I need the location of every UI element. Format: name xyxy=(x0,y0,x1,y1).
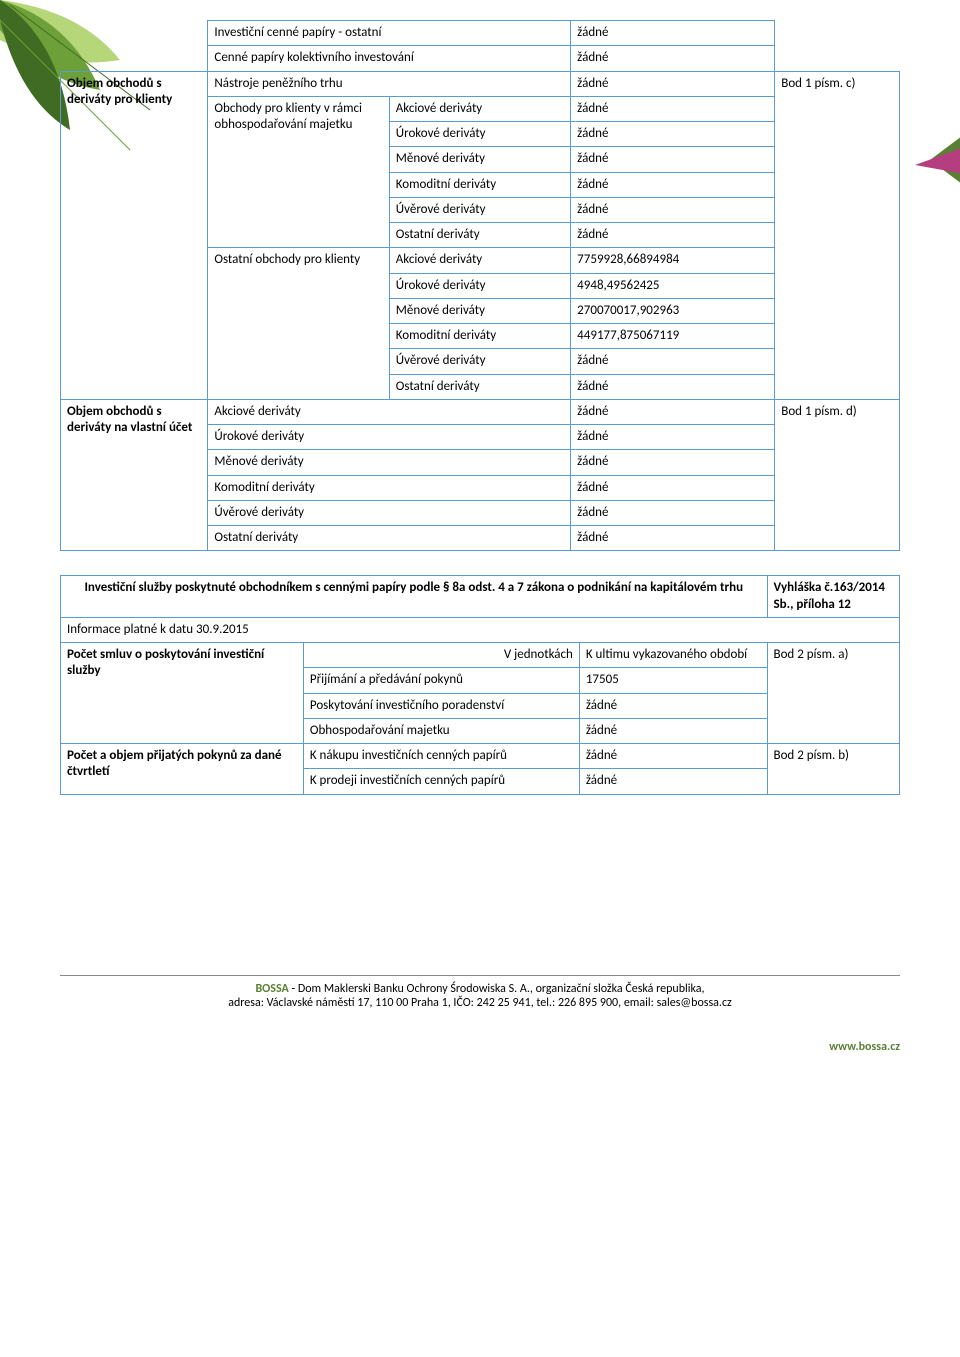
sa-komod-k: Komoditní deriváty xyxy=(389,172,570,197)
t2-kultimu: K ultimu vykazovaného období xyxy=(579,643,767,668)
t2-vjednotkach: V jednotkách xyxy=(303,643,579,668)
s2-ostatni-v: žádné xyxy=(571,526,775,551)
sub-ostatni-label: Ostatní obchody pro klienty xyxy=(208,248,389,400)
ps-r2-v: žádné xyxy=(579,693,767,718)
sb-menove-k: Měnové deriváty xyxy=(389,298,570,323)
val-kolektivni: žádné xyxy=(571,46,775,71)
s2-menove-v: žádné xyxy=(571,450,775,475)
ps-r1-k: Přijímání a předávání pokynů xyxy=(303,668,579,693)
sb-urokove-v: 4948,49562425 xyxy=(571,273,775,298)
t2-info-date: Informace platné k datu 30.9.2015 xyxy=(61,617,900,642)
sb-ostatni-k: Ostatní deriváty xyxy=(389,374,570,399)
val-investicni-ostatni: žádné xyxy=(571,21,775,46)
section-objem-klienty: Objem obchodů s deriváty pro klienty xyxy=(61,71,208,399)
sub-obhosp-label: Obchody pro klienty v rámci obhospodařov… xyxy=(208,96,389,248)
note-bod1d: Bod 1 písm. d) xyxy=(775,399,900,551)
s2-komod-k: Komoditní deriváty xyxy=(208,475,571,500)
t2-header-ref: Vyhláška č.163/2014 Sb., příloha 12 xyxy=(767,576,900,618)
page-footer: BOSSA - Dom Maklerski Banku Ochrony Środ… xyxy=(60,975,900,1054)
sa-komod-v: žádné xyxy=(571,172,775,197)
section-objem-vlastni: Objem obchodů s deriváty na vlastní účet xyxy=(61,399,208,551)
row-investicni-ostatni: Investiční cenné papíry - ostatní xyxy=(208,21,571,46)
sb-akciove-v: 7759928,66894984 xyxy=(571,248,775,273)
sa-menove-k: Měnové deriváty xyxy=(389,147,570,172)
sa-ostatni-k: Ostatní deriváty xyxy=(389,223,570,248)
s2-menove-k: Měnové deriváty xyxy=(208,450,571,475)
footer-url: www.bossa.cz xyxy=(60,1040,900,1054)
t2-pocet-objem-label: Počet a objem přijatých pokynů za dané č… xyxy=(61,744,304,795)
footer-line2: adresa: Václavské náměstí 17, 110 00 Pra… xyxy=(60,996,900,1010)
sb-komod-v: 449177,875067119 xyxy=(571,324,775,349)
t2-note-b: Bod 2 písm. b) xyxy=(767,744,900,795)
s2-urokove-k: Úrokové deriváty xyxy=(208,425,571,450)
sa-ostatni-v: žádné xyxy=(571,223,775,248)
row-kolektivni: Cenné papíry kolektivního investování xyxy=(208,46,571,71)
po-r2-v: žádné xyxy=(579,769,767,794)
sb-uverove-v: žádné xyxy=(571,349,775,374)
s2-komod-v: žádné xyxy=(571,475,775,500)
val-nastroje: žádné xyxy=(571,71,775,96)
sb-akciove-k: Akciové deriváty xyxy=(389,248,570,273)
sb-ostatni-v: žádné xyxy=(571,374,775,399)
footer-rest1: - Dom Maklerski Banku Ochrony Środowiska… xyxy=(289,982,705,996)
s2-ostatni-k: Ostatní deriváty xyxy=(208,526,571,551)
ps-r3-k: Obhospodařování majetku xyxy=(303,718,579,743)
note-bod1c: Bod 1 písm. c) xyxy=(775,71,900,399)
footer-brand: BOSSA xyxy=(255,982,288,996)
row-nastroje: Nástroje peněžního trhu xyxy=(208,71,571,96)
sb-menove-v: 270070017,902963 xyxy=(571,298,775,323)
sa-akciove-v: žádné xyxy=(571,96,775,121)
s2-uverove-v: žádné xyxy=(571,500,775,525)
sb-komod-k: Komoditní deriváty xyxy=(389,324,570,349)
s2-akciove-v: žádné xyxy=(571,399,775,424)
t2-pocet-smluv-label: Počet smluv o poskytování investiční slu… xyxy=(61,643,304,744)
s2-uverove-k: Úvěrové deriváty xyxy=(208,500,571,525)
po-r2-k: K prodeji investičních cenných papírů xyxy=(303,769,579,794)
sb-urokove-k: Úrokové deriváty xyxy=(389,273,570,298)
t2-header: Investiční služby poskytnuté obchodníkem… xyxy=(61,576,768,618)
sb-uverove-k: Úvěrové deriváty xyxy=(389,349,570,374)
sa-akciove-k: Akciové deriváty xyxy=(389,96,570,121)
ps-r1-v: 17505 xyxy=(579,668,767,693)
t2-note-a: Bod 2 písm. a) xyxy=(767,643,900,744)
ps-r2-k: Poskytování investičního poradenství xyxy=(303,693,579,718)
sa-uverove-v: žádné xyxy=(571,197,775,222)
derivatives-table: Investiční cenné papíry - ostatní žádné … xyxy=(60,20,900,551)
sa-menove-v: žádné xyxy=(571,147,775,172)
sa-uverove-k: Úvěrové deriváty xyxy=(389,197,570,222)
ps-r3-v: žádné xyxy=(579,718,767,743)
po-r1-k: K nákupu investičních cenných papírů xyxy=(303,744,579,769)
po-r1-v: žádné xyxy=(579,744,767,769)
s2-urokove-v: žádné xyxy=(571,425,775,450)
s2-akciove-k: Akciové deriváty xyxy=(208,399,571,424)
sa-urokove-v: žádné xyxy=(571,122,775,147)
services-table: Investiční služby poskytnuté obchodníkem… xyxy=(60,575,900,794)
sa-urokove-k: Úrokové deriváty xyxy=(389,122,570,147)
